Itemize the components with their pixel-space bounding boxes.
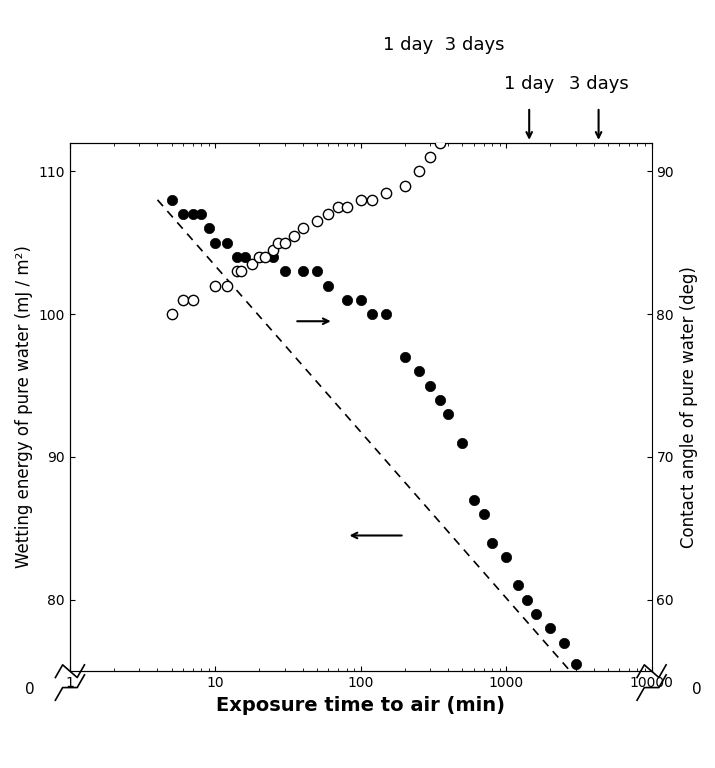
Point (240, 251, 251, 263)
Point (478, 79, 489, 91)
Point (187, 293, 199, 306)
Point (443, 122, 454, 134)
Point (522, 37, 533, 49)
Point (457, 436, 468, 449)
Point (177, 293, 189, 306)
Point (209, 237, 221, 249)
Point (221, 237, 232, 249)
Point (457, 108, 468, 121)
Point (166, 194, 177, 206)
Point (558, 637, 570, 649)
Point (297, 222, 309, 234)
Point (235, 265, 247, 277)
Point (253, 251, 265, 263)
Point (221, 280, 232, 292)
Point (380, 187, 392, 199)
Y-axis label: Wetting energy of pure water (mJ / m²): Wetting energy of pure water (mJ / m²) (15, 246, 33, 568)
Point (322, 208, 334, 220)
Point (272, 237, 284, 249)
Point (413, 365, 424, 377)
Point (231, 251, 242, 263)
Point (311, 215, 322, 227)
Point (297, 265, 309, 277)
Point (177, 208, 189, 220)
Point (260, 251, 271, 263)
Point (253, 251, 265, 263)
Point (355, 293, 367, 306)
Point (399, 351, 410, 363)
Y-axis label: Contact angle of pure water (deg): Contact angle of pure water (deg) (680, 266, 698, 548)
Point (247, 258, 258, 270)
Point (367, 194, 378, 206)
Point (267, 243, 279, 256)
Point (166, 308, 177, 320)
Point (500, 551, 512, 563)
Point (279, 237, 290, 249)
Point (203, 222, 214, 234)
Point (195, 208, 207, 220)
Text: 0: 0 (692, 682, 702, 697)
Point (486, 537, 498, 549)
Point (355, 194, 367, 206)
Point (468, 94, 480, 106)
Point (341, 200, 352, 213)
Point (209, 280, 221, 292)
Point (500, 65, 512, 78)
Point (522, 594, 533, 606)
Text: 1 day: 1 day (504, 74, 554, 93)
Point (267, 251, 279, 263)
Point (322, 280, 334, 292)
X-axis label: Exposure time to air (min): Exposure time to air (min) (216, 696, 506, 714)
Point (512, 51, 523, 63)
Point (588, 694, 599, 706)
Point (486, 79, 498, 91)
Point (231, 265, 242, 277)
Point (544, 622, 556, 634)
Point (413, 165, 424, 177)
Point (434, 137, 445, 149)
Text: 0: 0 (26, 682, 35, 697)
Point (570, 658, 581, 670)
Text: 3 days: 3 days (568, 74, 628, 93)
Point (425, 379, 436, 392)
Point (512, 579, 523, 591)
Point (380, 308, 392, 320)
Point (332, 200, 344, 213)
Point (289, 230, 300, 242)
Text: 1 day  3 days: 1 day 3 days (383, 36, 504, 54)
Point (443, 408, 454, 420)
Point (279, 265, 290, 277)
Point (187, 208, 199, 220)
Point (530, 608, 541, 621)
Point (399, 180, 410, 192)
Point (478, 508, 489, 520)
Point (341, 293, 352, 306)
Point (468, 494, 480, 506)
Point (425, 151, 436, 163)
Point (367, 308, 378, 320)
Point (434, 394, 445, 406)
Point (311, 265, 322, 277)
